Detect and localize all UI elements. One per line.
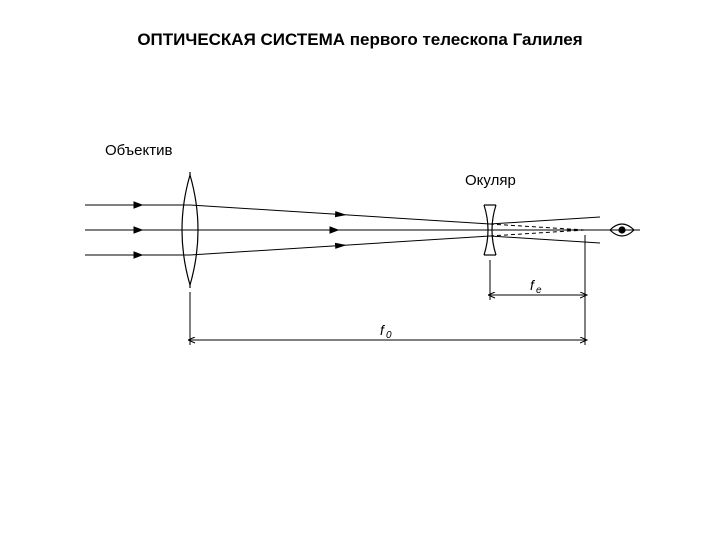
optics-diagram: Объектив Окуляр f e f 0 (0, 0, 720, 540)
f0-sub: 0 (386, 330, 392, 341)
ray-lines (85, 202, 640, 258)
fe-sub: e (536, 285, 542, 296)
eyepiece-label: Окуляр (465, 172, 516, 189)
objective-label: Объектив (105, 142, 172, 159)
